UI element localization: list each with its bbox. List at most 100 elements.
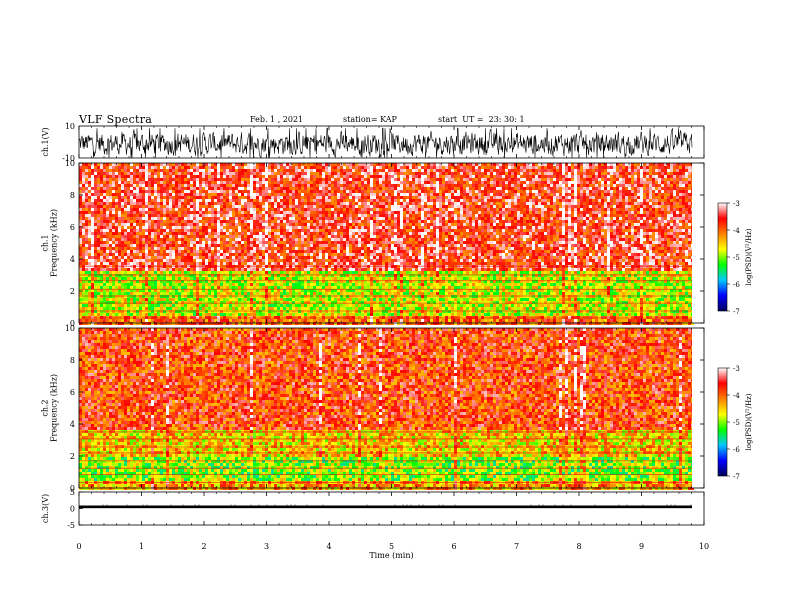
heatmap-cell [244,259,247,262]
heatmap-cell [133,214,136,217]
heatmap-cell [253,301,256,304]
heatmap-cell [169,259,172,262]
heatmap-cell [235,277,238,280]
heatmap-cell [202,238,205,241]
heatmap-cell [280,214,283,217]
heatmap-cell [223,214,226,217]
heatmap-cell [277,205,280,208]
heatmap-cell [112,280,115,283]
heatmap-cell [301,247,304,250]
heatmap-cell [211,259,214,262]
heatmap-cell [346,253,349,256]
heatmap-cell [136,193,139,196]
heatmap-cell [154,298,157,301]
heatmap-cell [202,214,205,217]
heatmap-cell [223,241,226,244]
heatmap-cell [133,322,136,325]
heatmap-cell [136,289,139,292]
heatmap-cell [292,178,295,181]
heatmap-cell [223,271,226,274]
heatmap-cell [277,190,280,193]
heatmap-cell [223,283,226,286]
heatmap-cell [199,292,202,295]
heatmap-cell [178,253,181,256]
heatmap-cell [181,205,184,208]
heatmap-cell [136,283,139,286]
heatmap-cell [244,184,247,187]
heatmap-cell [127,253,130,256]
heatmap-cell [172,217,175,220]
heatmap-cell [196,220,199,223]
heatmap-cell [289,220,292,223]
heatmap-cell [331,322,334,325]
heatmap-cell [130,193,133,196]
heatmap-cell [259,274,262,277]
heatmap-cell [313,322,316,325]
heatmap-cell [280,229,283,232]
heatmap-cell [85,304,88,307]
heatmap-cell [154,208,157,211]
heatmap-cell [265,313,268,316]
heatmap-cell [94,316,97,319]
heatmap-cell [274,196,277,199]
heatmap-cell [91,163,94,166]
heatmap-cell [154,244,157,247]
heatmap-cell [235,184,238,187]
heatmap-cell [91,178,94,181]
heatmap-cell [97,229,100,232]
heatmap-cell [130,319,133,322]
heatmap-cell [157,223,160,226]
heatmap-cell [94,301,97,304]
heatmap-cell [256,196,259,199]
heatmap-cell [139,307,142,310]
heatmap-cell [244,289,247,292]
heatmap-cell [328,238,331,241]
heatmap-cell [331,253,334,256]
heatmap-cell [316,310,319,313]
heatmap-cell [340,226,343,229]
heatmap-cell [133,193,136,196]
heatmap-cell [337,229,340,232]
heatmap-cell [208,250,211,253]
heatmap-cell [142,178,145,181]
heatmap-cell [127,322,130,325]
heatmap-cell [214,193,217,196]
heatmap-cell [160,187,163,190]
heatmap-cell [160,247,163,250]
heatmap-cell [82,211,85,214]
heatmap-cell [136,277,139,280]
heatmap-cell [220,268,223,271]
heatmap-cell [256,268,259,271]
heatmap-cell [190,193,193,196]
heatmap-cell [229,205,232,208]
heatmap-cell [217,217,220,220]
heatmap-cell [259,286,262,289]
heatmap-cell [346,178,349,181]
heatmap-cell [112,310,115,313]
heatmap-cell [289,283,292,286]
heatmap-cell [175,307,178,310]
heatmap-cell [151,295,154,298]
heatmap-cell [289,169,292,172]
heatmap-cell [151,187,154,190]
heatmap-cell [151,319,154,322]
heatmap-cell [118,175,121,178]
heatmap-cell [154,280,157,283]
heatmap-cell [196,262,199,265]
heatmap-cell [214,217,217,220]
heatmap-cell [238,220,241,223]
heatmap-cell [343,262,346,265]
heatmap-cell [121,304,124,307]
heatmap-cell [268,202,271,205]
heatmap-cell [262,211,265,214]
heatmap-cell [178,214,181,217]
heatmap-cell [229,232,232,235]
heatmap-cell [337,319,340,322]
heatmap-cell [277,187,280,190]
heatmap-cell [190,235,193,238]
heatmap-cell [340,244,343,247]
heatmap-cell [307,172,310,175]
heatmap-cell [259,166,262,169]
heatmap-cell [184,319,187,322]
heatmap-cell [178,268,181,271]
